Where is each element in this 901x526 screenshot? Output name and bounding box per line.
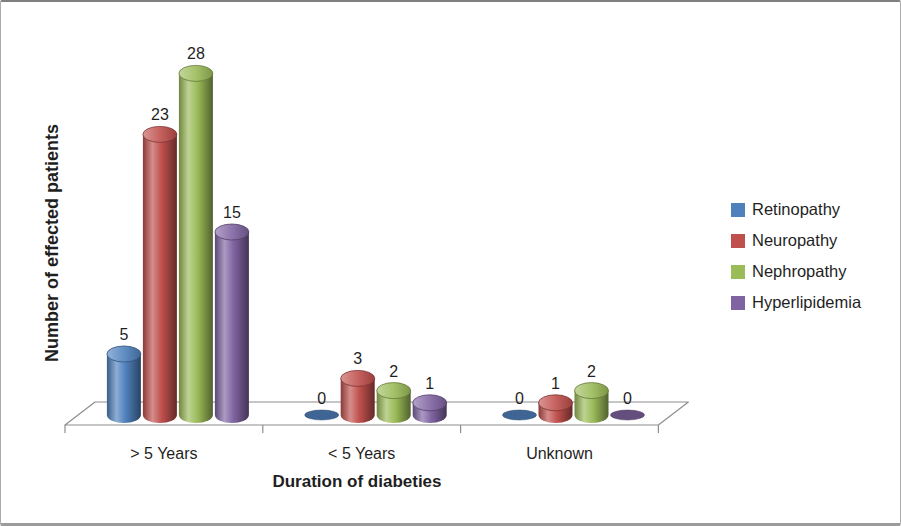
legend-item-1: Neuropathy [731,231,861,250]
data-label: 15 [223,204,241,221]
legend-swatch-icon [731,265,745,279]
bar-top-2-0 [179,65,213,81]
data-label: 1 [551,375,560,392]
category-label: < 5 Years [328,445,395,462]
legend-item-2: Nephropathy [731,262,861,281]
legend: Retinopathy Neuropathy Nephropathy Hyperlip… [731,188,861,324]
category-label: > 5 Years [130,445,197,462]
data-label: 2 [389,363,398,380]
bar-0-0 [107,354,141,423]
x-axis-title: Duration of diabeties [207,472,507,492]
data-label: 5 [119,326,128,343]
data-label: 3 [353,350,362,367]
data-label: 23 [151,106,169,123]
bar-0-1 [305,410,339,420]
data-label: 28 [187,45,205,62]
data-label: 1 [425,375,434,392]
bar-0-2 [503,410,537,420]
bar-3-0 [215,232,249,423]
legend-item-0: Retinopathy [731,200,861,219]
legend-swatch-icon [731,296,745,310]
legend-label: Nephropathy [752,262,846,281]
data-label: 0 [515,390,524,407]
bar-top-1-2 [539,395,573,411]
legend-label: Neuropathy [752,231,837,250]
bar-top-2-1 [377,383,411,399]
bar-3-2 [611,410,645,420]
bar-top-1-1 [341,370,375,386]
legend-swatch-icon [731,234,745,248]
legend-item-3: Hyperlipidemia [731,293,861,312]
bar-top-1-0 [143,126,177,142]
legend-label: Retinopathy [752,200,840,219]
bar-2-0 [179,73,213,423]
data-label: 2 [587,363,596,380]
data-label: 0 [623,390,632,407]
chart-frame: 5 0 0 23 3 1 28 2 2 15 1 0 > 5 Years < 5 Years Unknown… [0,0,901,526]
data-label: 0 [317,390,326,407]
legend-swatch-icon [731,203,745,217]
bar-top-3-1 [413,395,447,411]
bar-top-2-2 [575,383,609,399]
category-label: Unknown [526,445,593,462]
bar-top-0-0 [107,346,141,362]
legend-label: Hyperlipidemia [752,293,861,312]
y-axis-title: Number of effected patients [42,93,66,393]
bar-top-3-0 [215,224,249,240]
bar-1-0 [143,134,177,423]
